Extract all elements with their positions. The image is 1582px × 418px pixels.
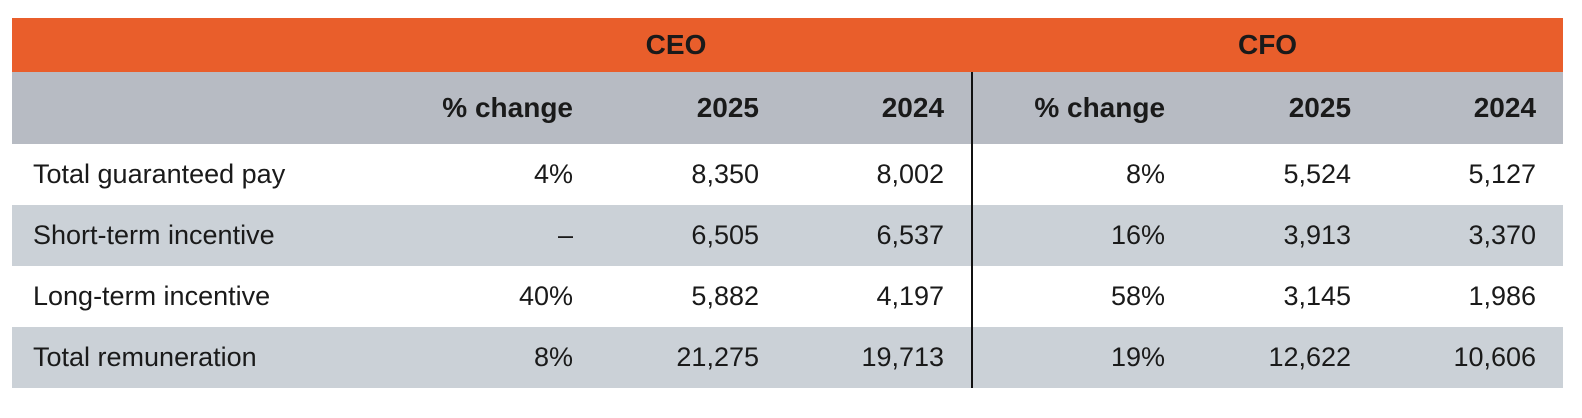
cell-cfo-2025: 12,622	[1268, 341, 1352, 372]
column-header-row: % change 2025 2024 % change 2025 2024	[12, 72, 1564, 144]
column-header-cfo-2025: 2025	[1192, 72, 1379, 144]
cell-ceo-change: 40%	[518, 280, 573, 311]
column-header-cfo-2024: 2024	[1378, 72, 1564, 144]
cell-ceo-change: –	[557, 219, 573, 250]
cell-cfo-2024: 5,127	[1468, 158, 1537, 189]
cell-cfo-2024: 1,986	[1468, 280, 1537, 311]
row-label: Long-term incentive	[33, 280, 271, 311]
row-label: Total guaranteed pay	[33, 158, 286, 189]
cell-cfo-2024: 10,606	[1453, 341, 1537, 372]
group-header-spacer	[12, 18, 380, 72]
cell-ceo-2025: 21,275	[676, 341, 759, 372]
column-header-cfo-change: % change	[971, 72, 1193, 144]
table-row: Total guaranteed pay 4% 8,350 8,002 8% 5…	[12, 144, 1564, 205]
cell-ceo-change: 4%	[533, 158, 573, 189]
cell-ceo-2025: 5,882	[691, 280, 759, 311]
cell-cfo-change: 16%	[971, 205, 1193, 266]
column-header-ceo-2025: 2025	[600, 72, 786, 144]
group-header-ceo: CEO	[380, 18, 973, 72]
row-label: Total remuneration	[33, 341, 257, 372]
cell-ceo-2025: 6,505	[691, 219, 759, 250]
column-header-ceo-change: % change	[380, 72, 600, 144]
table-row: Long-term incentive 40% 5,882 4,197 58% …	[12, 266, 1564, 327]
table-container: CEO CFO % change 2025 2024 % change 2025…	[12, 18, 1564, 388]
cell-cfo-change: 8%	[971, 144, 1193, 205]
cell-cfo-2025: 5,524	[1283, 158, 1352, 189]
remuneration-table: CEO CFO % change 2025 2024 % change 2025…	[12, 18, 1564, 388]
cell-cfo-2024: 3,370	[1468, 219, 1537, 250]
cell-ceo-2025: 8,350	[691, 158, 759, 189]
table-row: Short-term incentive – 6,505 6,537 16% 3…	[12, 205, 1564, 266]
group-header-row: CEO CFO	[12, 18, 1564, 72]
cell-cfo-change: 58%	[971, 266, 1193, 327]
table-row: Total remuneration 8% 21,275 19,713 19% …	[12, 327, 1564, 388]
cell-ceo-2024: 8,002	[876, 158, 945, 189]
cell-cfo-2025: 3,145	[1283, 280, 1352, 311]
column-header-spacer	[12, 72, 380, 144]
row-label: Short-term incentive	[33, 219, 275, 250]
cell-ceo-change: 8%	[533, 341, 573, 372]
cell-cfo-change: 19%	[971, 327, 1193, 388]
cell-ceo-2024: 6,537	[876, 219, 945, 250]
cell-ceo-2024: 19,713	[861, 341, 945, 372]
cell-ceo-2024: 4,197	[876, 280, 945, 311]
cell-cfo-2025: 3,913	[1283, 219, 1352, 250]
group-header-cfo: CFO	[972, 18, 1564, 72]
column-header-ceo-2024: 2024	[786, 72, 973, 144]
